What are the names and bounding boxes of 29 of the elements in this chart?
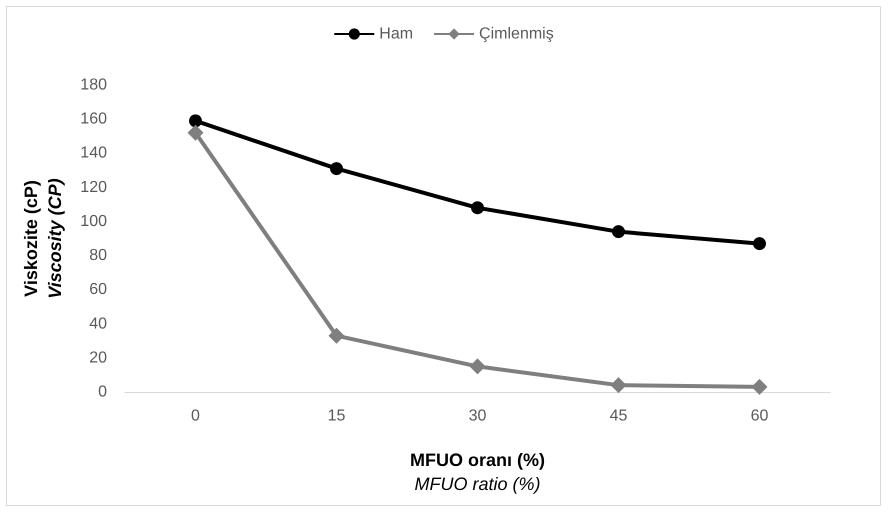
legend-label: Çimlenmiş [479, 26, 554, 42]
x-tick-label: 0 [191, 408, 200, 424]
y-tick-label: 80 [89, 247, 108, 264]
point [610, 377, 626, 394]
y-tick-label: 40 [89, 315, 108, 332]
x-tick-label: 60 [750, 408, 768, 424]
point [189, 114, 202, 128]
point [328, 328, 344, 344]
point [612, 225, 625, 238]
y-tick-label: 20 [89, 349, 108, 366]
y-tick-label: 180 [80, 76, 108, 94]
legend-label: Ham [379, 26, 414, 42]
point [330, 162, 343, 176]
y-tick-label: 120 [80, 178, 108, 196]
point [752, 378, 768, 395]
y-tick-label: 140 [80, 144, 108, 162]
x-axis-title: MFUO oranı (%) MFUO ratio (%) [410, 450, 545, 494]
x-tick-label: 45 [610, 408, 628, 424]
y-tick-label: 60 [89, 281, 108, 298]
point [471, 201, 484, 214]
y-axis-title: Viskozite (cP) Viscosity (CP) [21, 178, 65, 299]
point [470, 358, 486, 374]
point [753, 237, 766, 250]
point [188, 124, 204, 141]
x-tick-label: 30 [468, 408, 486, 424]
x-tick-label: 15 [328, 408, 346, 424]
y-tick-label: 100 [80, 212, 108, 230]
y-tick-label: 0 [98, 384, 108, 400]
y-tick-label: 160 [80, 110, 108, 128]
